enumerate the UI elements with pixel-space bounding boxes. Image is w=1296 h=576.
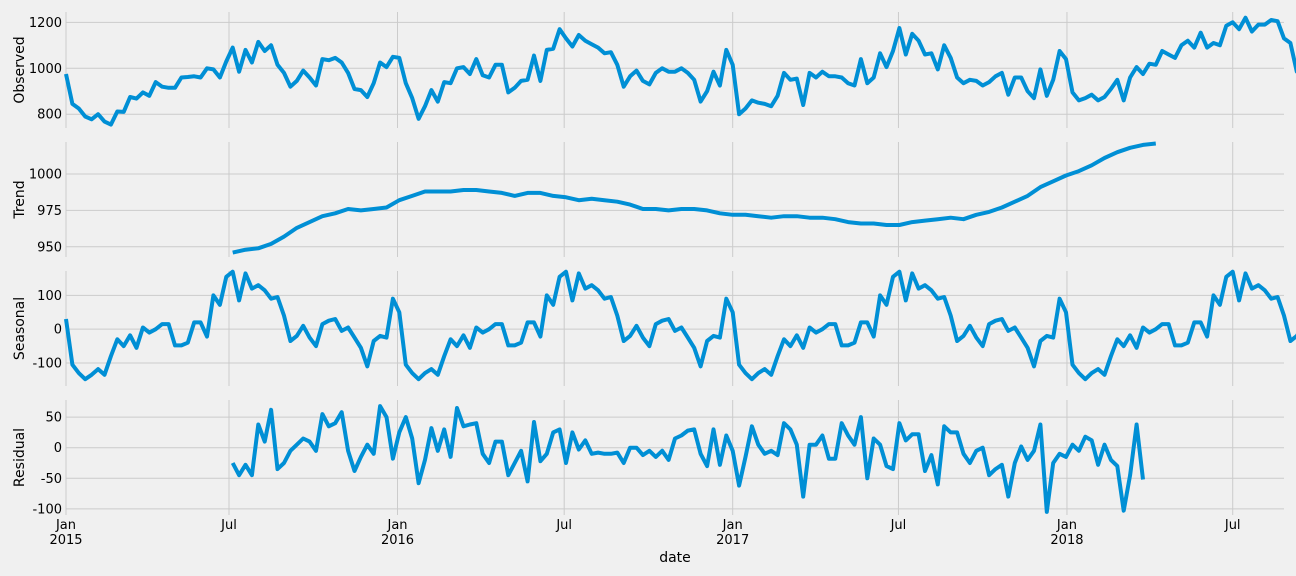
observed-y-tick-label: 800: [37, 108, 62, 123]
seasonal-y-axis-title: Seasonal: [12, 297, 28, 360]
trend-y-tick-label: 950: [37, 240, 62, 255]
observed-y-axis-title: Observed: [12, 36, 28, 103]
x-tick-label: Jul: [220, 518, 237, 533]
residual-series-line: [230, 404, 1145, 514]
observed-y-tick-label: 1000: [29, 62, 62, 77]
residual-y-tick-label: -100: [32, 502, 62, 517]
x-tick-label: Jan: [55, 518, 76, 533]
residual-y-tick-label: -50: [41, 472, 62, 487]
residual-y-tick-label: 50: [45, 411, 62, 426]
residual-panel: -100 -50 0 50 Residual: [12, 400, 1284, 517]
x-tick-label: Jul: [890, 518, 907, 533]
x-tick-year-label: 2016: [381, 533, 414, 548]
x-tick-year-label: 2015: [49, 533, 82, 548]
trend-y-tick-label: 1000: [29, 168, 62, 183]
observed-y-tick-label: 1200: [29, 16, 62, 31]
x-tick-label: Jul: [555, 518, 572, 533]
x-tick-label: Jan: [1056, 518, 1077, 533]
seasonal-series-line: [64, 269, 1296, 382]
x-tick-label: Jan: [722, 518, 743, 533]
x-tick-label: Jul: [1224, 518, 1241, 533]
trend-y-axis-title: Trend: [12, 180, 28, 219]
seasonal-panel: -100 0 100 Seasonal: [12, 269, 1296, 386]
trend-series-line: [232, 141, 1157, 255]
x-tick-year-label: 2017: [716, 533, 749, 548]
observed-series-line: [64, 15, 1296, 127]
panels: 80010001200Observed9509751000Trend-10001…: [12, 12, 1296, 517]
seasonal-y-tick-label: 0: [54, 323, 62, 338]
residual-y-tick-label: 0: [54, 441, 62, 456]
x-tick-label: Jan: [386, 518, 407, 533]
trend-y-tick-label: 975: [37, 204, 62, 219]
residual-y-axis-title: Residual: [12, 428, 28, 487]
trend-plot-area: [66, 142, 1284, 257]
seasonal-y-tick-label: -100: [32, 357, 62, 372]
x-tick-year-label: 2018: [1050, 533, 1083, 548]
seasonal-y-tick-label: 100: [37, 289, 62, 304]
x-axis-title: date: [659, 550, 691, 566]
